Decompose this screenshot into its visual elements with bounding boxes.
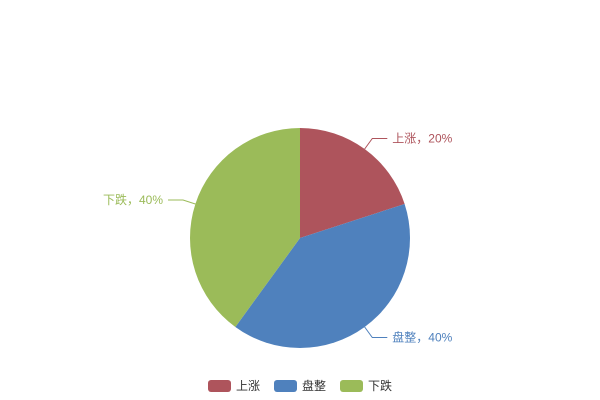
legend-item-fall[interactable]: 下跌 <box>340 378 392 394</box>
legend-swatch-sideways <box>273 380 297 392</box>
legend-item-sideways[interactable]: 盘整 <box>273 378 326 394</box>
legend-label-fall: 下跌 <box>368 379 393 393</box>
label-line-sideways <box>364 326 388 339</box>
pie-slice-sideways[interactable] <box>235 204 411 349</box>
legend-item-rise[interactable]: 上涨 <box>207 378 260 394</box>
label-line-rise <box>364 137 388 150</box>
slice-label-rise: 上涨，20% <box>392 130 452 145</box>
label-line-fall <box>168 199 196 205</box>
legend-label-sideways: 盘整 <box>301 379 326 393</box>
legend: 上涨 盘整 下跌 <box>0 378 600 394</box>
pie-slice-fall[interactable] <box>189 128 300 327</box>
legend-swatch-rise <box>207 380 231 392</box>
legend-swatch-fall <box>340 380 363 392</box>
slice-label-sideways: 盘整，40% <box>392 330 452 345</box>
slice-label-fall: 下跌，40% <box>103 192 163 207</box>
legend-label-rise: 上涨 <box>235 379 260 393</box>
pie-slice-rise[interactable] <box>300 128 405 238</box>
